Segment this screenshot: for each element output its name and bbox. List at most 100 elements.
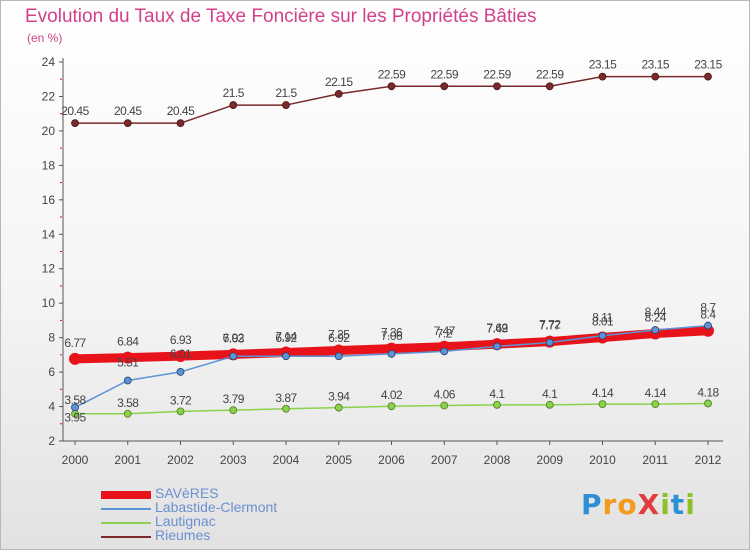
data-point-lautignac — [545, 400, 554, 409]
data-label-labastide-clermont: 6.92 — [223, 331, 245, 345]
data-point-labastide-clermont — [123, 376, 132, 385]
data-point-labastide-clermont — [71, 403, 79, 412]
data-label-sav-res: 6.84 — [117, 335, 139, 349]
data-label-rieumes: 20.45 — [61, 104, 89, 118]
data-label-rieumes: 22.59 — [483, 67, 511, 81]
x-tick-label: 2009 — [536, 453, 563, 467]
legend-label: Lautignac — [155, 513, 216, 529]
data-label-rieumes: 23.15 — [641, 58, 669, 72]
data-point-rieumes — [229, 101, 238, 109]
data-point-labastide-clermont — [545, 338, 554, 347]
data-label-sav-res: 7.36 — [381, 326, 403, 340]
data-label-labastide-clermont: 7.06 — [381, 329, 403, 343]
data-point-labastide-clermont — [334, 352, 343, 361]
data-label-lautignac: 4.02 — [381, 388, 403, 402]
x-tick-label: 2008 — [484, 453, 511, 467]
x-tick-label: 2010 — [589, 453, 616, 467]
logo-letter: o — [617, 488, 638, 521]
data-label-lautignac: 3.79 — [223, 392, 245, 406]
y-tick-label: 12 — [42, 262, 56, 276]
data-point-labastide-clermont — [598, 331, 607, 340]
logo-letter: X — [637, 488, 661, 521]
legend-label: SAVèRES — [155, 485, 219, 501]
data-label-lautignac: 4.1 — [542, 387, 558, 401]
data-point-rieumes — [545, 82, 554, 91]
y-tick-label: 24 — [42, 55, 56, 69]
logo-letter: i — [685, 488, 696, 521]
y-tick-label: 22 — [42, 89, 56, 103]
data-label-labastide-clermont: 6.01 — [170, 347, 192, 361]
data-label-lautignac: 3.94 — [328, 390, 350, 404]
data-label-lautignac: 3.58 — [117, 396, 139, 410]
data-point-labastide-clermont — [440, 347, 449, 356]
data-point-lautignac — [123, 409, 132, 418]
y-tick-label: 4 — [48, 400, 55, 414]
legend-label: Rieumes — [155, 527, 211, 543]
logo-letter: P — [581, 488, 603, 521]
data-label-lautignac: 4.1 — [489, 387, 505, 401]
x-tick-label: 2006 — [378, 453, 405, 467]
x-tick-label: 2007 — [431, 453, 458, 467]
x-tick-label: 2012 — [695, 453, 722, 467]
data-point-rieumes — [176, 119, 185, 128]
data-point-lautignac — [651, 400, 660, 409]
data-point-rieumes — [71, 119, 79, 128]
y-tick-label: 10 — [42, 296, 56, 310]
data-label-rieumes: 22.59 — [378, 67, 406, 81]
data-label-lautignac: 4.14 — [645, 386, 667, 400]
data-point-labastide-clermont — [387, 349, 396, 358]
data-label-lautignac: 3.58 — [64, 393, 86, 407]
data-point-labastide-clermont — [651, 326, 660, 334]
data-label-labastide-clermont: 7.49 — [486, 321, 508, 335]
x-tick-label: 2004 — [273, 453, 300, 467]
data-point-rieumes — [493, 82, 501, 91]
x-tick-label: 2011 — [642, 453, 668, 467]
data-label-labastide-clermont: 8.7 — [700, 301, 716, 315]
data-label-lautignac: 4.14 — [592, 386, 614, 400]
data-point-rieumes — [334, 89, 343, 98]
y-axis-unit: (en %) — [27, 31, 63, 45]
data-label-labastide-clermont: 7.72 — [539, 317, 561, 331]
y-tick-label: 16 — [42, 193, 56, 207]
y-tick-label: 8 — [48, 331, 55, 345]
data-point-rieumes — [440, 82, 449, 91]
y-tick-label: 14 — [42, 227, 56, 241]
chart-title: Evolution du Taux de Taxe Foncière sur l… — [25, 6, 537, 27]
data-point-lautignac — [704, 399, 712, 408]
data-label-labastide-clermont: 6.92 — [328, 331, 350, 345]
legend-swatch — [101, 522, 151, 524]
data-label-sav-res: 7.25 — [328, 328, 350, 342]
data-label-rieumes: 22.59 — [430, 67, 458, 81]
data-point-labastide-clermont — [704, 321, 712, 330]
data-label-lautignac: 4.06 — [434, 388, 456, 402]
data-point-lautignac — [493, 400, 501, 409]
data-label-sav-res: 8.01 — [592, 314, 614, 328]
data-point-rieumes — [123, 119, 132, 128]
data-label-rieumes: 23.15 — [589, 58, 617, 72]
data-label-rieumes: 21.5 — [275, 86, 297, 100]
x-tick-label: 2000 — [62, 453, 89, 467]
data-label-labastide-clermont: 3.95 — [64, 410, 86, 424]
data-label-sav-res: 8.24 — [645, 311, 667, 325]
data-point-rieumes — [704, 72, 712, 81]
data-point-lautignac — [334, 403, 343, 412]
data-point-rieumes — [598, 72, 607, 81]
data-label-rieumes: 21.5 — [223, 86, 245, 100]
logo-letter: r — [602, 488, 618, 521]
data-label-rieumes: 23.15 — [694, 58, 722, 72]
data-label-labastide-clermont: 7.2 — [437, 326, 453, 340]
x-tick-label: 2001 — [114, 453, 141, 467]
y-tick-label: 2 — [48, 434, 55, 448]
data-label-sav-res: 7.14 — [275, 329, 297, 343]
y-tick-label: 6 — [48, 365, 55, 379]
data-label-labastide-clermont: 8.44 — [645, 305, 667, 319]
data-point-sav-res — [69, 352, 81, 365]
data-point-lautignac — [387, 402, 396, 411]
data-point-lautignac — [176, 407, 185, 416]
legend-swatch — [101, 491, 151, 499]
data-label-rieumes: 22.15 — [325, 75, 353, 89]
logo-letter: t — [670, 488, 686, 521]
y-tick-label: 20 — [42, 124, 56, 138]
data-label-sav-res: 6.93 — [170, 333, 192, 347]
